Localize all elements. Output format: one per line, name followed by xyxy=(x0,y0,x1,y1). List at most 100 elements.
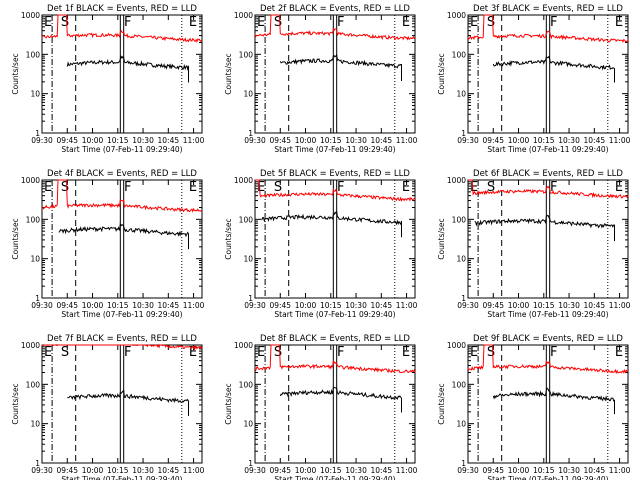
x-tick-label: 09:45 xyxy=(56,466,78,475)
y-tick-label: 1 xyxy=(248,294,253,303)
y-tick-label: 1000 xyxy=(21,11,40,20)
y-axis-label: Counts/sec xyxy=(11,53,20,94)
event-marker-label: E xyxy=(615,15,623,30)
event-marker-label: S xyxy=(274,180,282,195)
x-tick-label: 10:45 xyxy=(371,466,393,475)
y-tick-label: 100 xyxy=(26,215,41,224)
y-tick-label: 1 xyxy=(248,459,253,468)
x-tick-label: 10:30 xyxy=(345,466,367,475)
x-tick-label: 09:45 xyxy=(269,301,291,310)
x-tick-label: 11:00 xyxy=(396,136,418,145)
y-tick-label: 100 xyxy=(26,380,41,389)
x-tick-label: 09:45 xyxy=(482,466,504,475)
events-series-line xyxy=(67,390,189,416)
y-tick-label: 1000 xyxy=(21,176,40,185)
x-tick-label: 09:30 xyxy=(457,301,479,310)
y-axis-label: Counts/sec xyxy=(11,383,20,424)
events-series-line xyxy=(492,387,615,415)
x-tick-label: 10:15 xyxy=(533,301,555,310)
x-tick-label: 09:30 xyxy=(244,466,266,475)
x-tick-label: 10:15 xyxy=(320,466,342,475)
event-marker-label: E xyxy=(257,345,265,360)
event-marker-label: E xyxy=(189,15,197,30)
y-axis-label: Counts/sec xyxy=(437,218,446,259)
x-axis-label: Start Time (07-Feb-11 09:29:40) xyxy=(274,475,395,480)
lld-series-line xyxy=(467,344,628,375)
event-marker-label: E xyxy=(402,15,410,30)
lld-series-line xyxy=(41,14,203,43)
lld-series-line xyxy=(467,14,629,43)
event-marker-label: S xyxy=(487,180,495,195)
lld-series-line xyxy=(254,344,416,374)
x-tick-label: 10:15 xyxy=(107,136,129,145)
y-axis-label: Counts/sec xyxy=(224,383,233,424)
y-axis-label: Counts/sec xyxy=(11,218,20,259)
x-axis-label: Start Time (07-Feb-11 09:29:40) xyxy=(61,475,182,480)
detector-panel-9: Det 9f BLACK = Events, RED = LLD 1 10 100 10… xyxy=(437,334,631,480)
y-tick-label: 1000 xyxy=(234,176,253,185)
y-tick-label: 100 xyxy=(452,50,467,59)
x-tick-label: 10:30 xyxy=(558,466,580,475)
detector-panel-8: Det 8f BLACK = Events, RED = LLD 1 10 100 10… xyxy=(224,334,418,480)
x-axis-label: Start Time (07-Feb-11 09:29:40) xyxy=(61,145,182,154)
lld-series-line xyxy=(255,179,415,202)
y-tick-label: 100 xyxy=(239,50,254,59)
x-tick-label: 11:00 xyxy=(396,466,418,475)
x-axis-label: Start Time (07-Feb-11 09:29:40) xyxy=(487,475,608,480)
x-tick-label: 10:45 xyxy=(371,301,393,310)
detector-panel-3: Det 3f BLACK = Events, RED = LLD 1 10 100 10… xyxy=(437,4,631,154)
x-tick-label: 10:45 xyxy=(158,466,180,475)
x-tick-label: 09:30 xyxy=(457,136,479,145)
x-tick-label: 10:00 xyxy=(508,466,530,475)
events-series-line xyxy=(279,386,402,413)
x-tick-label: 10:30 xyxy=(345,136,367,145)
event-marker-label: E xyxy=(44,15,52,30)
x-tick-label: 11:00 xyxy=(609,301,631,310)
y-tick-label: 1 xyxy=(248,129,253,138)
x-tick-label: 10:45 xyxy=(371,136,393,145)
event-marker-label: F xyxy=(550,345,557,360)
events-series-line xyxy=(66,55,189,83)
y-tick-label: 1 xyxy=(35,459,40,468)
x-tick-label: 10:30 xyxy=(558,136,580,145)
x-axis-label: Start Time (07-Feb-11 09:29:40) xyxy=(61,310,182,319)
detector-panel-4: Det 4f BLACK = Events, RED = LLD 1 10 100 10… xyxy=(11,169,205,319)
x-tick-label: 11:00 xyxy=(396,301,418,310)
plot-frame xyxy=(254,344,416,464)
detector-panel-1: Det 1f BLACK = Events, RED = LLD 1 10 100 10… xyxy=(11,4,205,154)
x-tick-label: 10:30 xyxy=(132,466,154,475)
lld-series-line xyxy=(468,179,629,199)
detector-panel-6: Det 6f BLACK = Events, RED = LLD 1 10 100 10… xyxy=(437,169,631,319)
x-tick-label: 10:00 xyxy=(295,136,317,145)
plot-frame xyxy=(467,14,629,134)
event-marker-label: F xyxy=(124,345,131,360)
event-marker-label: E xyxy=(189,180,197,195)
y-tick-label: 1000 xyxy=(447,341,466,350)
y-axis-label: Counts/sec xyxy=(437,53,446,94)
event-marker-label: S xyxy=(274,15,282,30)
event-marker-label: E xyxy=(44,180,52,195)
y-tick-label: 100 xyxy=(452,215,467,224)
y-tick-label: 1000 xyxy=(21,341,40,350)
x-tick-label: 10:45 xyxy=(584,301,606,310)
event-marker-label: F xyxy=(550,180,557,195)
event-marker-label: F xyxy=(124,180,131,195)
y-tick-label: 100 xyxy=(26,50,41,59)
lld-series-line xyxy=(41,179,203,213)
x-tick-label: 09:30 xyxy=(31,136,53,145)
y-tick-label: 1000 xyxy=(447,176,466,185)
x-tick-label: 09:45 xyxy=(482,136,504,145)
event-marker-label: F xyxy=(124,15,131,30)
x-tick-label: 10:30 xyxy=(132,301,154,310)
x-tick-label: 10:30 xyxy=(132,136,154,145)
x-tick-label: 10:30 xyxy=(558,301,580,310)
y-tick-label: 10 xyxy=(456,420,466,429)
x-tick-label: 09:45 xyxy=(56,301,78,310)
plot-frame xyxy=(41,179,203,299)
x-tick-label: 11:00 xyxy=(183,136,205,145)
y-tick-label: 1000 xyxy=(234,341,253,350)
y-tick-label: 100 xyxy=(239,215,254,224)
x-tick-label: 09:45 xyxy=(269,136,291,145)
